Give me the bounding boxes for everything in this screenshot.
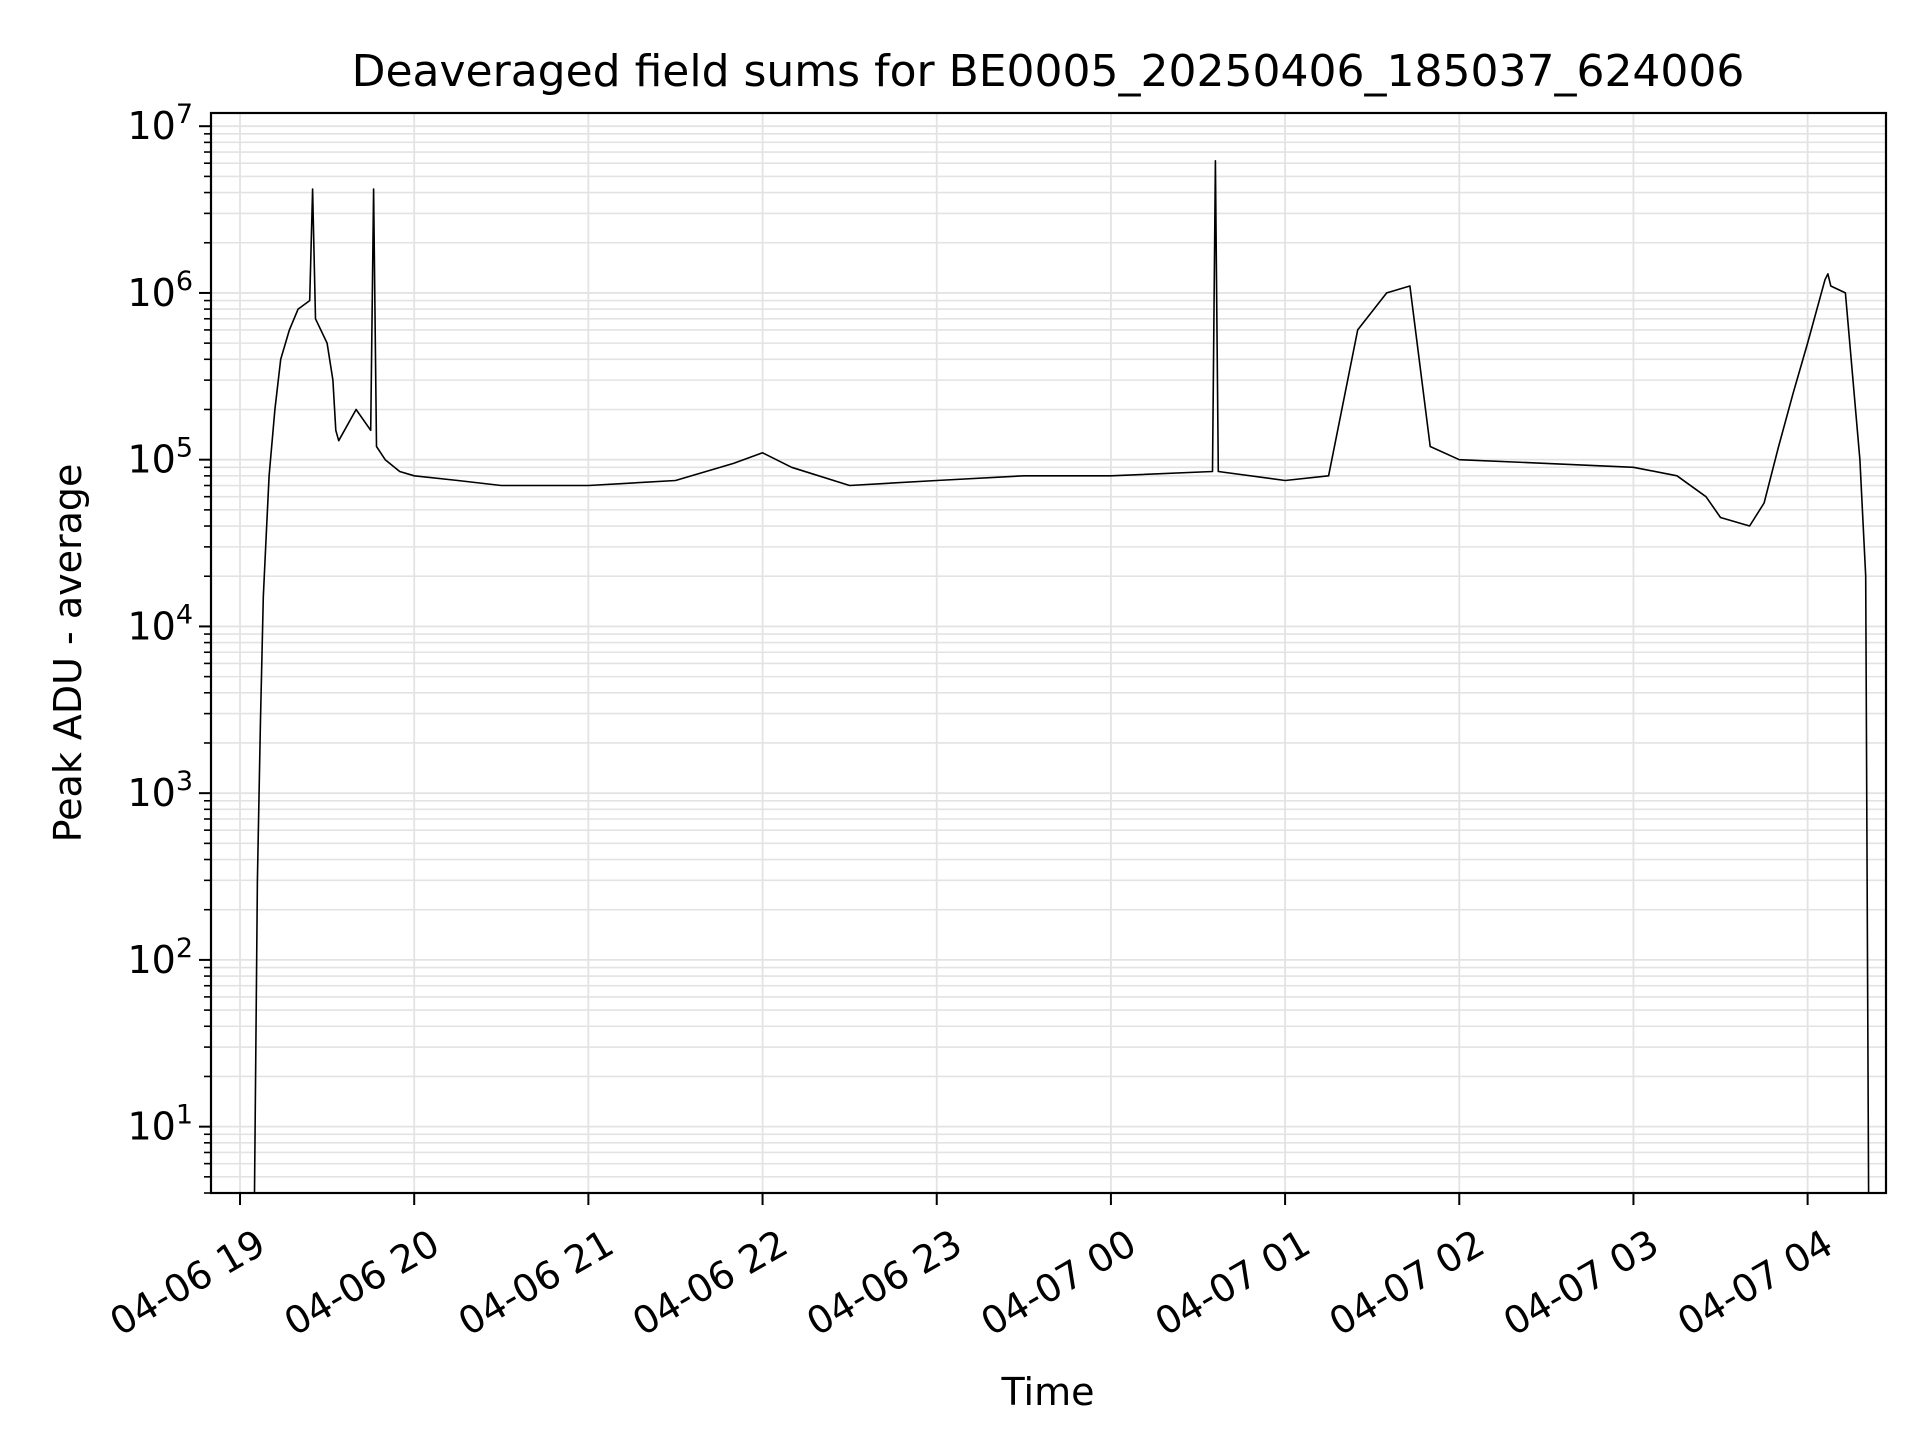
x-axis-label: Time xyxy=(1001,1370,1095,1414)
y-tick-label: 102 xyxy=(127,933,193,982)
data-layer xyxy=(253,160,1870,1194)
y-tick-label: 101 xyxy=(127,1100,193,1149)
y-tick-label: 105 xyxy=(127,433,193,482)
y-tick-label: 103 xyxy=(127,766,193,815)
y-tick-label: 107 xyxy=(127,99,193,148)
y-tick-label: 104 xyxy=(127,599,193,648)
y-tick-label: 106 xyxy=(127,266,193,315)
y-axis-label: Peak ADU - average xyxy=(46,464,90,843)
grid-layer xyxy=(211,113,1886,1194)
series-line xyxy=(253,160,1870,1194)
chart-title: Deaveraged field sums for BE0005_2025040… xyxy=(352,46,1745,97)
